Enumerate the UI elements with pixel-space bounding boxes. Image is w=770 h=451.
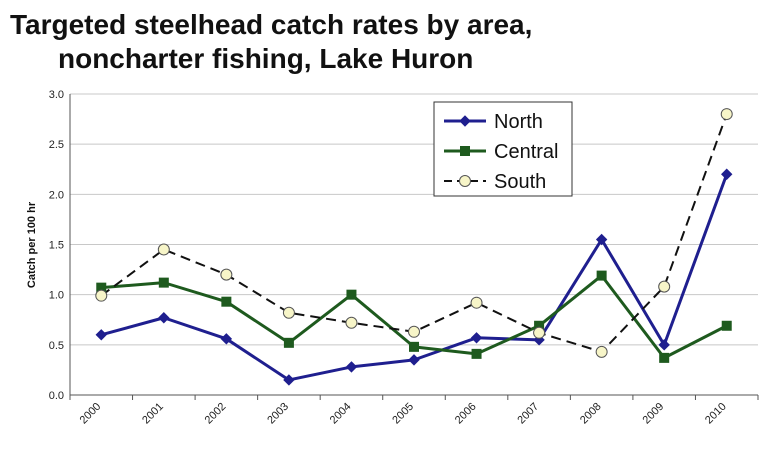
x-tick-label: 2003: [265, 401, 291, 427]
y-tick-label: 0.5: [49, 340, 64, 352]
x-tick-label: 2005: [390, 401, 416, 427]
tick-labels: 0.0 0.5 1.0 1.5 2.0 2.5 3.0 2000 2001 2002 2003 200…: [49, 89, 729, 426]
data-point: [533, 326, 546, 339]
data-point: [459, 115, 471, 127]
data-point: [471, 348, 482, 359]
y-tick-label: 1.5: [49, 240, 64, 252]
data-point: [158, 277, 169, 288]
data-point: [408, 354, 420, 366]
chart-title: Targeted steelhead catch rates by area, …: [0, 8, 770, 76]
data-point: [95, 329, 107, 341]
legend-label-central: Central: [494, 141, 558, 163]
data-point: [283, 374, 295, 386]
series-lines: [100, 113, 729, 382]
data-point: [470, 332, 483, 344]
data-point: [95, 289, 108, 302]
data-point: [721, 320, 732, 331]
x-tick-label: 2001: [140, 401, 166, 427]
data-point: [595, 233, 608, 246]
data-point: [157, 243, 170, 256]
data-point: [408, 325, 420, 338]
y-tick-label: 0.0: [49, 390, 64, 402]
axes: [69, 94, 759, 400]
legend: North Central South: [433, 101, 573, 197]
x-tick-label: 2006: [453, 401, 479, 427]
data-point: [158, 312, 170, 324]
y-axis-label: Catch per 100 hr: [26, 201, 38, 288]
data-point: [345, 316, 358, 329]
data-point: [720, 108, 733, 121]
x-tick-label: 2009: [641, 401, 667, 427]
chart-title-line-1: Targeted steelhead catch rates by area,: [10, 9, 533, 40]
y-tick-label: 3.0: [49, 89, 64, 101]
data-point: [346, 289, 357, 300]
chart-title-line-2: noncharter fishing, Lake Huron: [58, 43, 474, 74]
x-tick-label: 2002: [203, 401, 229, 427]
data-point: [221, 296, 232, 307]
legend-label-north: North: [494, 111, 543, 133]
data-point: [721, 168, 733, 180]
data-point: [409, 341, 419, 352]
data-point: [460, 146, 470, 156]
x-tick-label: 2007: [515, 401, 541, 427]
x-tick-label: 2004: [328, 401, 354, 427]
legend-label-south: South: [494, 171, 546, 193]
y-tick-label: 1.0: [49, 290, 64, 302]
data-point: [220, 268, 233, 281]
data-point: [658, 280, 671, 293]
data-point: [595, 345, 608, 358]
data-point: [220, 333, 233, 345]
data-point: [459, 175, 471, 187]
x-tick-label: 2010: [703, 401, 729, 427]
y-tick-label: 2.0: [49, 189, 64, 201]
x-tick-label: 2000: [78, 401, 104, 427]
data-point: [282, 306, 295, 319]
data-point: [283, 337, 294, 348]
data-point: [470, 296, 483, 309]
data-point: [345, 361, 358, 373]
data-point: [658, 339, 670, 351]
grid-lines: [70, 93, 758, 346]
data-point: [596, 270, 607, 281]
y-tick-label: 2.5: [49, 139, 64, 151]
x-tick-label: 2008: [578, 401, 604, 427]
series-markers: [95, 108, 733, 386]
data-point: [659, 352, 670, 363]
